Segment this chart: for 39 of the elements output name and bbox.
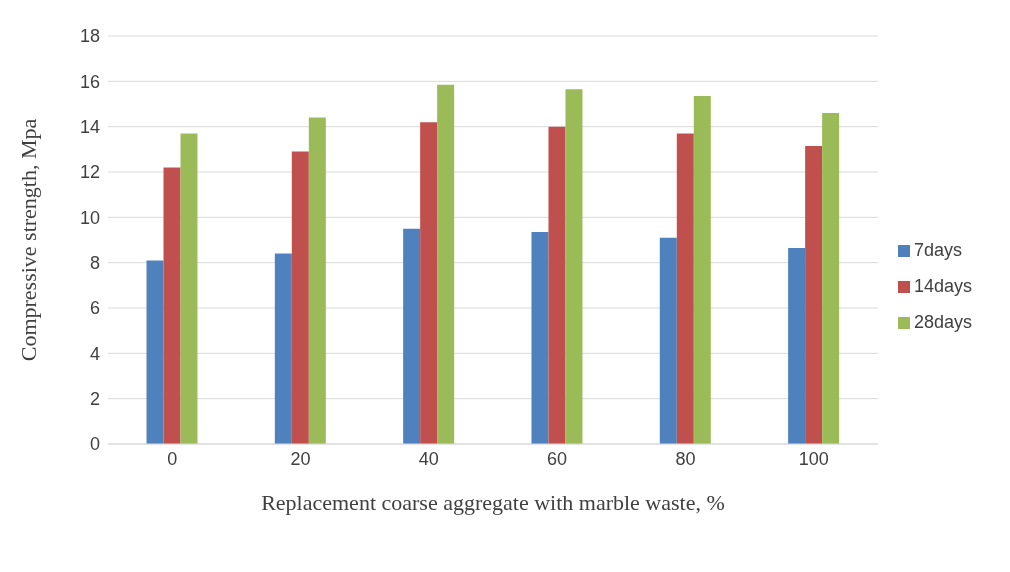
y-tick-label: 8 <box>89 253 100 274</box>
bar <box>805 145 823 444</box>
bar <box>565 89 583 444</box>
bar <box>676 133 694 444</box>
bar <box>180 133 198 444</box>
legend-label: 28days <box>913 312 972 332</box>
bar <box>274 253 292 444</box>
x-axis-title: Replacement coarse aggregate with marble waste, % <box>261 489 725 515</box>
bar <box>659 237 677 444</box>
x-tick-label: 0 <box>167 448 178 469</box>
bar <box>291 151 309 444</box>
bar <box>163 167 181 444</box>
x-tick-label: 100 <box>798 448 829 469</box>
y-axis-title: Compressive strength, Mpa <box>15 118 41 362</box>
bar <box>308 117 326 444</box>
y-tick-label: 10 <box>79 207 100 228</box>
y-tick-label: 14 <box>79 117 100 138</box>
bar <box>531 232 549 444</box>
legend-label: 14days <box>913 276 972 296</box>
x-tick-label: 60 <box>547 448 568 469</box>
bar <box>822 113 840 444</box>
y-tick-label: 18 <box>79 26 100 47</box>
y-tick-label: 16 <box>79 71 100 92</box>
bar <box>420 122 438 444</box>
y-tick-label: 2 <box>89 389 100 410</box>
y-tick-label: 0 <box>89 434 100 455</box>
bar <box>788 247 806 444</box>
bar <box>548 126 566 444</box>
bar <box>437 84 455 444</box>
bar <box>693 96 711 444</box>
bar <box>146 260 164 444</box>
x-tick-label: 40 <box>418 448 439 469</box>
legend-label: 7days <box>913 240 962 260</box>
y-tick-label: 12 <box>79 162 100 183</box>
bar <box>403 228 421 444</box>
x-tick-label: 20 <box>290 448 311 469</box>
y-tick-label: 4 <box>89 343 100 364</box>
y-tick-label: 6 <box>89 298 100 319</box>
x-tick-label: 80 <box>675 448 696 469</box>
